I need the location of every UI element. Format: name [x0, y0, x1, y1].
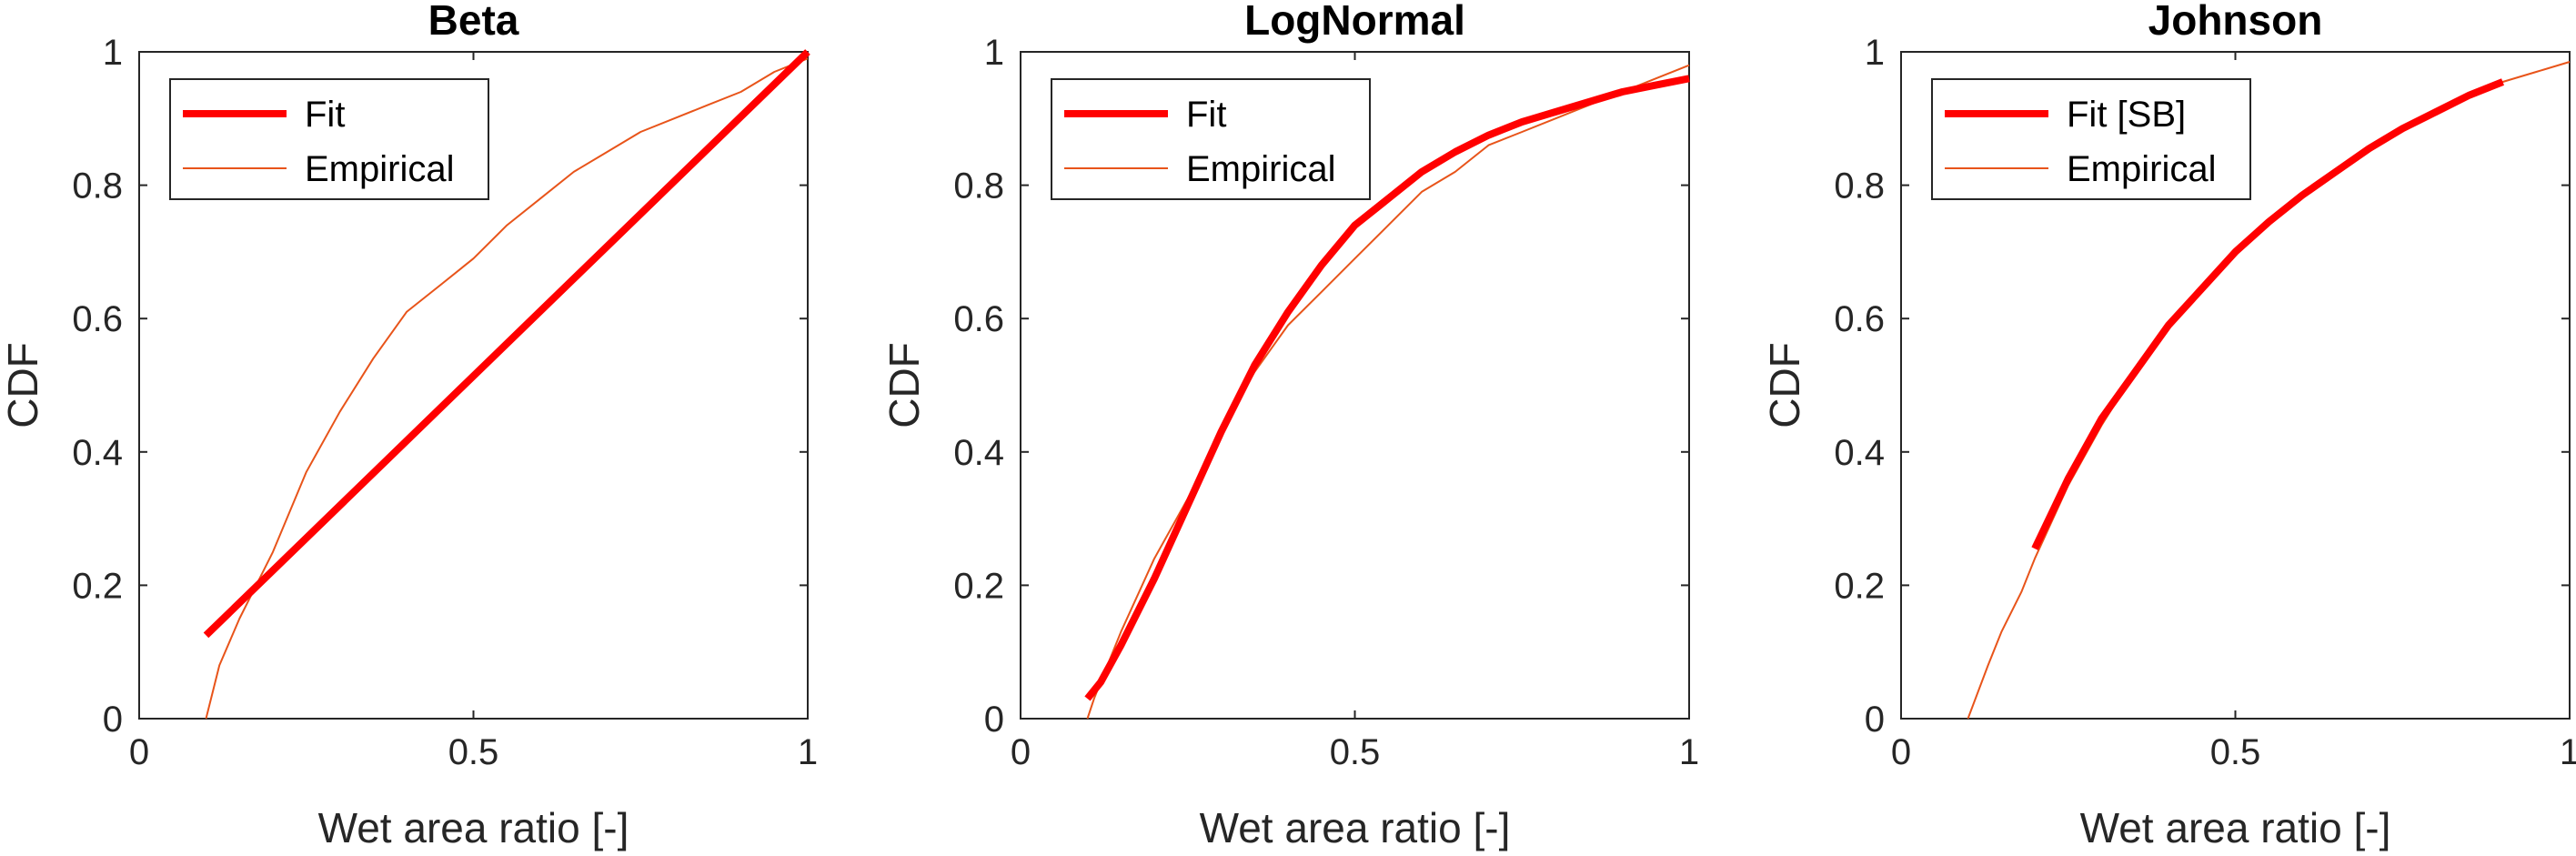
x-tick-label: 0	[1891, 732, 1911, 772]
x-axis-label: Wet area ratio [-]	[2080, 804, 2391, 851]
x-axis-label: Wet area ratio [-]	[318, 804, 629, 851]
y-axis-label: CDF	[0, 342, 46, 428]
legend-box	[1931, 78, 2251, 200]
y-tick-label: 0.2	[1834, 566, 1885, 606]
y-tick-label: 0.8	[1834, 166, 1885, 206]
legend-label: Empirical	[2067, 149, 2216, 189]
x-tick-label: 0.5	[2210, 732, 2261, 772]
chart-panel-2: LogNormal 0 0.5 1 0 0.2 0.4 0.6 0.8 1 Wet area rat…	[880, 0, 1699, 851]
series-line-fit	[203, 49, 810, 639]
y-axis-label: CDF	[880, 342, 928, 428]
legend-label: Empirical	[305, 149, 454, 189]
y-tick-label: 0.6	[72, 299, 123, 339]
x-tick-label: 1	[1679, 732, 1699, 772]
y-tick-label: 0.6	[1834, 299, 1885, 339]
y-tick-label: 1	[984, 33, 1004, 73]
y-axis-label: CDF	[1761, 342, 1808, 428]
y-tick-label: 1	[1865, 33, 1885, 73]
x-axis-label: Wet area ratio [-]	[1200, 804, 1511, 851]
y-tick-label: 0	[1865, 700, 1885, 740]
chart-title: Johnson	[2148, 0, 2323, 44]
y-tick-label: 0.4	[953, 433, 1004, 473]
chart-panel-1: Beta 0 0.5 1 0 0.2 0.4 0.6 0.8 1 Wet area ratio [-…	[0, 0, 818, 851]
series-line-empirical	[1086, 64, 1690, 720]
legend-label: Fit	[1186, 95, 1226, 135]
x-tick-label: 0.5	[448, 732, 499, 772]
x-tick-label: 0.5	[1330, 732, 1381, 772]
x-tick-label: 0	[1011, 732, 1031, 772]
y-tick-label: 1	[103, 33, 123, 73]
series-line-fit	[1084, 75, 1690, 701]
y-tick-label: 0	[103, 700, 123, 740]
chart-title: LogNormal	[1244, 0, 1465, 44]
x-tick-label: 0	[129, 732, 149, 772]
legend-box	[1051, 78, 1371, 200]
legend-label: Empirical	[1186, 149, 1335, 189]
y-tick-label: 0.2	[72, 566, 123, 606]
y-tick-label: 0.8	[953, 166, 1004, 206]
legend-label: Fit	[305, 95, 345, 135]
y-tick-label: 0	[984, 700, 1004, 740]
x-tick-label: 1	[798, 732, 818, 772]
y-tick-label: 0.8	[72, 166, 123, 206]
legend-box	[169, 78, 489, 200]
chart-title: Beta	[428, 0, 519, 44]
legend-label: Fit [SB]	[2067, 95, 2186, 135]
chart-panel-3: Johnson 0 0.5 1 0 0.2 0.4 0.6 0.8 1 Wet area ratio…	[1761, 0, 2576, 851]
legend: Fit Empirical	[1051, 78, 1371, 200]
y-tick-label: 0.2	[953, 566, 1004, 606]
legend: Fit Empirical	[169, 78, 489, 200]
y-tick-label: 0.4	[1834, 433, 1885, 473]
legend: Fit [SB] Empirical	[1931, 78, 2251, 200]
series-line-empirical	[205, 57, 809, 720]
y-tick-label: 0.4	[72, 433, 123, 473]
x-tick-label: 1	[2560, 732, 2576, 772]
y-tick-label: 0.6	[953, 299, 1004, 339]
series-line-fit-sb	[2031, 78, 2504, 550]
